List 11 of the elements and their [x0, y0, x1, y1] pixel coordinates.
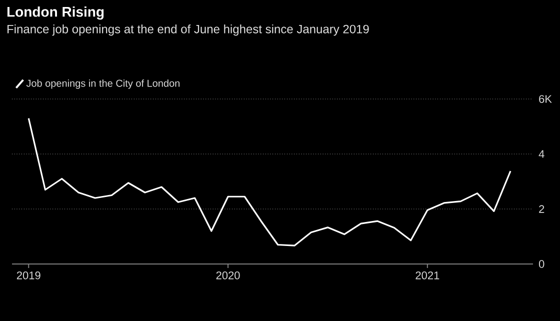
x-tick-label: 2021	[416, 272, 440, 280]
legend-label: Job openings in the City of London	[26, 79, 180, 89]
y-tick-label: 4	[538, 150, 544, 158]
y-tick-label: 2	[539, 205, 544, 213]
chart-title: London Rising	[7, 6, 104, 20]
line-series	[28, 117, 512, 246]
chart-subtitle: Finance job openings at the end of June highest since January 2019	[8, 24, 369, 36]
y-tick-label: 6K	[539, 95, 552, 103]
x-tick-label: 2020	[216, 272, 240, 280]
y-tick-label: 0	[538, 260, 544, 268]
x-tick-label: 2019	[16, 272, 40, 280]
